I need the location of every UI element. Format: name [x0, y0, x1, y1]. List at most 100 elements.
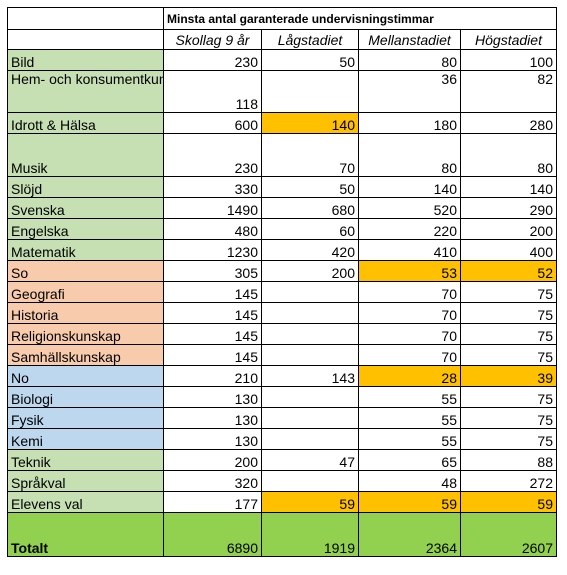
value-cell: 680 — [261, 197, 359, 219]
value-cell: 65 — [358, 449, 461, 471]
value-cell: 177 — [163, 491, 262, 513]
value-cell: 145 — [163, 281, 262, 303]
subject-cell: Språkval — [7, 470, 164, 492]
subject-cell: Religionskunskap — [7, 323, 164, 345]
value-cell-highlighted: 53 — [358, 260, 461, 282]
table-row: Elevens val 177 59 59 59 — [7, 491, 557, 513]
subject-cell: Teknik — [7, 449, 164, 471]
value-cell-highlighted: 59 — [358, 491, 461, 513]
table-row: So 305 200 53 52 — [7, 260, 557, 282]
column-header-row: Skollag 9 år Lågstadiet Mellanstadiet Hö… — [7, 29, 557, 50]
table-row: Språkval 320 48 272 — [7, 470, 557, 492]
value-cell: 55 — [358, 386, 461, 408]
value-cell — [261, 70, 359, 113]
value-cell — [261, 344, 359, 366]
value-cell: 290 — [460, 197, 557, 219]
value-cell: 80 — [358, 49, 461, 71]
subject-cell: Bild — [7, 49, 164, 71]
value-cell: 55 — [358, 428, 461, 450]
table-row: Historia 145 70 75 — [7, 302, 557, 324]
value-cell: 480 — [163, 218, 262, 240]
total-value: 1919 — [261, 512, 359, 557]
subject-cell: Kemi — [7, 428, 164, 450]
table-title: Minsta antal garanterade undervisningsti… — [163, 7, 557, 30]
subject-cell: Biologi — [7, 386, 164, 408]
value-cell: 55 — [358, 407, 461, 429]
total-value: 6890 — [163, 512, 262, 557]
value-cell-highlighted: 39 — [460, 365, 557, 387]
subject-cell: Geografi — [7, 281, 164, 303]
table-row: Idrott & Hälsa 600 140 180 280 — [7, 112, 557, 134]
table-row: Teknik 200 47 65 88 — [7, 449, 557, 471]
value-cell: 70 — [358, 344, 461, 366]
value-cell: 220 — [358, 218, 461, 240]
value-cell: 70 — [261, 133, 359, 177]
value-cell: 210 — [163, 365, 262, 387]
subject-cell: Hem- och konsumentkunskap — [7, 70, 164, 113]
value-cell: 280 — [460, 112, 557, 134]
total-value: 2364 — [358, 512, 461, 557]
value-cell: 118 — [163, 70, 262, 113]
value-cell: 200 — [163, 449, 262, 471]
subject-cell: Idrott & Hälsa — [7, 112, 164, 134]
value-cell: 180 — [358, 112, 461, 134]
value-cell: 410 — [358, 239, 461, 261]
value-cell: 600 — [163, 112, 262, 134]
subject-cell: Engelska — [7, 218, 164, 240]
value-cell-highlighted: 59 — [460, 491, 557, 513]
value-cell: 75 — [460, 428, 557, 450]
col-header-lagstadiet: Lågstadiet — [261, 29, 359, 50]
value-cell — [261, 386, 359, 408]
table-row: Slöjd 330 50 140 140 — [7, 176, 557, 198]
value-cell: 200 — [261, 260, 359, 282]
subject-cell: Matematik — [7, 239, 164, 261]
value-cell: 272 — [460, 470, 557, 492]
value-cell: 400 — [460, 239, 557, 261]
table-row: Matematik 1230 420 410 400 — [7, 239, 557, 261]
value-cell: 1490 — [163, 197, 262, 219]
table-row: Biologi 130 55 75 — [7, 386, 557, 408]
col-header-hogstadiet: Högstadiet — [460, 29, 557, 50]
corner-cell-2 — [7, 29, 164, 50]
value-cell: 100 — [460, 49, 557, 71]
table-row: Samhällskunskap 145 70 75 — [7, 344, 557, 366]
value-cell: 520 — [358, 197, 461, 219]
total-row: Totalt 6890 1919 2364 2607 — [7, 512, 557, 557]
value-cell-highlighted: 28 — [358, 365, 461, 387]
table-row: Engelska 480 60 220 200 — [7, 218, 557, 240]
value-cell: 330 — [163, 176, 262, 198]
value-cell: 70 — [358, 302, 461, 324]
value-cell: 70 — [358, 281, 461, 303]
value-cell: 130 — [163, 407, 262, 429]
table-title-row: Minsta antal garanterade undervisningsti… — [7, 7, 557, 30]
value-cell: 420 — [261, 239, 359, 261]
subject-cell: Musik — [7, 133, 164, 177]
value-cell: 88 — [460, 449, 557, 471]
table-row: Kemi 130 55 75 — [7, 428, 557, 450]
value-cell: 230 — [163, 133, 262, 177]
table-row: Geografi 145 70 75 — [7, 281, 557, 303]
subject-cell: Elevens val — [7, 491, 164, 513]
value-cell: 75 — [460, 323, 557, 345]
value-cell — [261, 281, 359, 303]
value-cell: 75 — [460, 302, 557, 324]
value-cell-highlighted: 59 — [261, 491, 359, 513]
subject-cell: Svenska — [7, 197, 164, 219]
value-cell: 80 — [358, 133, 461, 177]
value-cell: 140 — [358, 176, 461, 198]
total-value: 2607 — [460, 512, 557, 557]
value-cell: 75 — [460, 407, 557, 429]
value-cell: 50 — [261, 176, 359, 198]
value-cell — [261, 428, 359, 450]
value-cell: 82 — [460, 70, 557, 113]
value-cell: 48 — [358, 470, 461, 492]
value-cell: 140 — [460, 176, 557, 198]
value-cell: 50 — [261, 49, 359, 71]
value-cell: 1230 — [163, 239, 262, 261]
value-cell — [261, 323, 359, 345]
value-cell: 70 — [358, 323, 461, 345]
subject-cell: No — [7, 365, 164, 387]
table-row: Musik 230 70 80 80 — [7, 133, 557, 177]
table-row: Bild 230 50 80 100 — [7, 49, 557, 71]
value-cell: 130 — [163, 428, 262, 450]
